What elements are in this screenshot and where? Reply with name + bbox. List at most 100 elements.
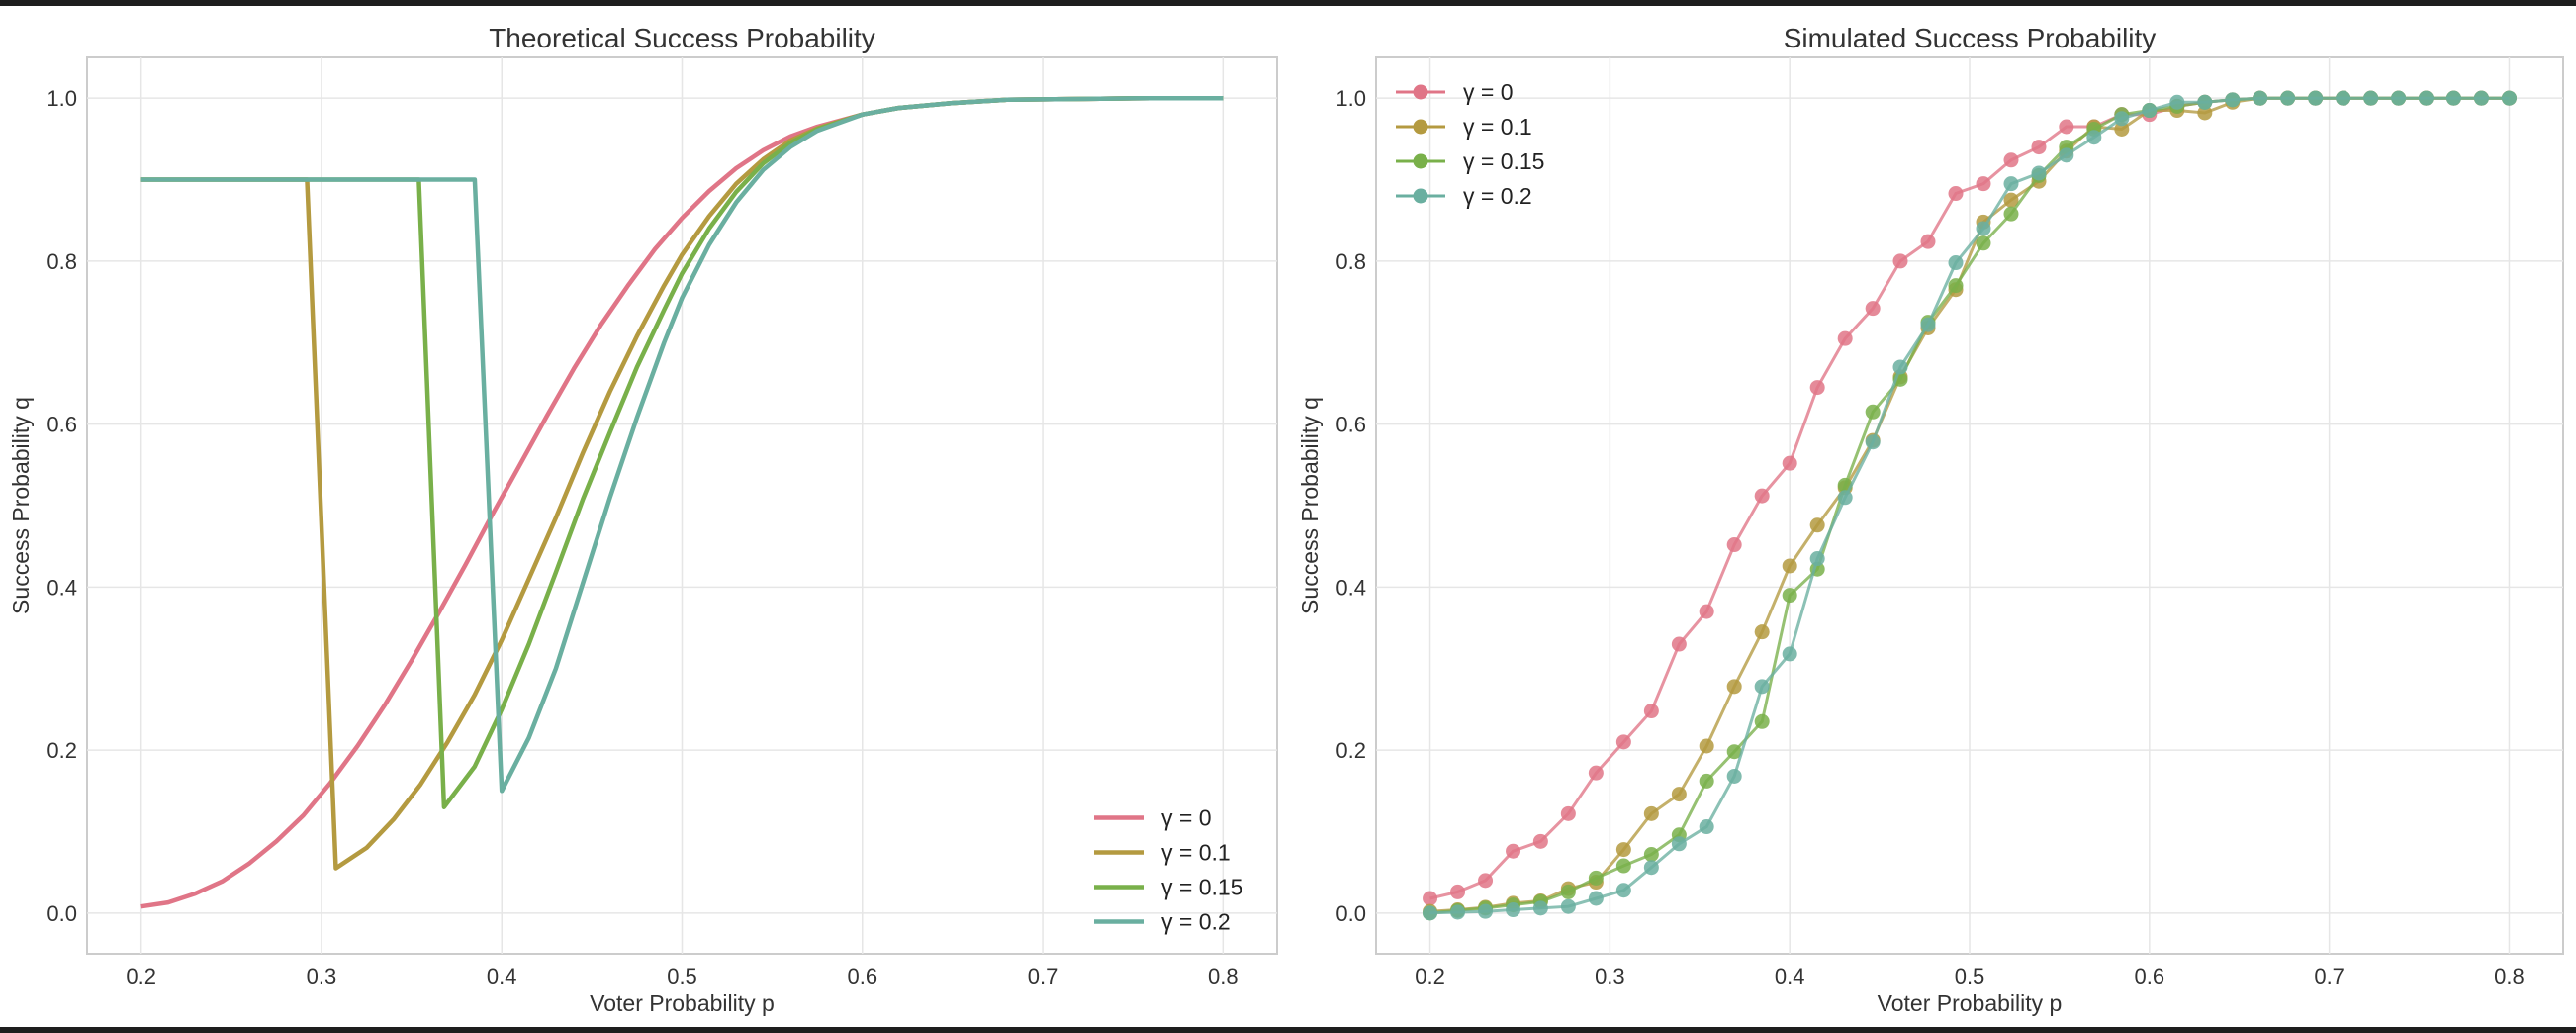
x-tick-label: 0.6: [847, 964, 877, 988]
data-point: [1615, 734, 1631, 750]
y-tick-label: 0.4: [46, 575, 77, 600]
data-point: [1948, 255, 1964, 271]
x-tick-label: 0.7: [1028, 964, 1058, 988]
series-3: [140, 95, 1224, 794]
data-point: [1837, 490, 1853, 506]
data-point: [1976, 221, 1991, 236]
data-point: [1643, 704, 1659, 719]
data-point: [1976, 235, 1991, 251]
data-point: [2363, 90, 2379, 106]
data-point: [1920, 317, 1936, 332]
simulated-chart: 0.2 0.3 0.4 0.5 0.6 0.7 0.8 0.0 0.2 0.4 0.6 0.8 1.0…: [1297, 23, 2564, 1016]
legend-marker: [1413, 188, 1428, 204]
data-point: [1643, 860, 1659, 876]
data-point: [1726, 768, 1742, 784]
x-tick-label: 0.7: [2314, 964, 2345, 988]
data-point: [1865, 301, 1881, 317]
data-point: [1809, 551, 1825, 567]
data-point: [1671, 636, 1687, 652]
legend: γ = 0 γ = 0.1 γ = 0.15 γ = 0.2: [1094, 805, 1242, 935]
legend-item: γ = 0.1: [1396, 114, 1532, 140]
data-point: [1782, 588, 1797, 604]
chart-title: Theoretical Success Probability: [489, 23, 875, 53]
data-point: [2225, 92, 2241, 108]
data-point: [1699, 738, 1714, 754]
y-axis-label: Success Probability q: [8, 397, 34, 614]
data-point: [1588, 870, 1604, 886]
data-point: [1837, 330, 1853, 346]
legend-label: γ = 0.1: [1463, 114, 1532, 140]
data-point: [1699, 773, 1714, 789]
data-point: [2142, 103, 2158, 119]
series-line: [1429, 96, 2510, 915]
legend-item: γ = 0.1: [1094, 840, 1231, 866]
y-axis-label: Success Probability q: [1297, 397, 1323, 614]
data-point: [2169, 94, 2185, 110]
x-tick-labels: 0.2 0.3 0.4 0.5 0.6 0.7 0.8: [126, 964, 1238, 988]
figure-svg: 0.2 0.3 0.4 0.5 0.6 0.7 0.8 0.0 0.2 0.4 0.6 0.8 1.0…: [8, 23, 2564, 1016]
data-point: [1865, 404, 1881, 420]
x-tick-label: 0.5: [667, 964, 697, 988]
y-tick-label: 0.6: [46, 413, 77, 437]
series-line: [140, 95, 1224, 794]
x-tick-label: 0.2: [1415, 964, 1445, 988]
data-point: [1754, 488, 1770, 504]
data-point: [2280, 90, 2296, 106]
data-point: [2003, 206, 2019, 222]
data-point: [1754, 679, 1770, 695]
data-point: [1920, 234, 1936, 249]
data-point: [2086, 130, 2102, 145]
legend-marker: [1413, 119, 1428, 135]
data-point: [1671, 787, 1687, 802]
y-tick-label: 0.8: [1335, 249, 1366, 274]
data-point: [1809, 517, 1825, 533]
gridlines: [87, 57, 1277, 954]
y-tick-label: 0.0: [1335, 901, 1366, 926]
data-point: [1754, 624, 1770, 640]
figure: 0.2 0.3 0.4 0.5 0.6 0.7 0.8 0.0 0.2 0.4 0.6 0.8 1.0…: [0, 6, 2576, 1027]
legend: γ = 0 γ = 0.1 γ = 0.15 γ = 0.2: [1396, 79, 1544, 209]
data-point: [1588, 891, 1604, 906]
data-point: [1671, 836, 1687, 852]
x-axis-label: Voter Probability p: [590, 990, 775, 1016]
x-axis-label: Voter Probability p: [1878, 990, 2063, 1016]
data-point: [2336, 90, 2351, 106]
y-tick-labels: 0.0 0.2 0.4 0.6 0.8 1.0: [1335, 86, 1366, 926]
data-point: [1560, 805, 1576, 821]
data-point: [2031, 140, 2047, 155]
data-point: [1865, 434, 1881, 450]
data-point: [2445, 90, 2461, 106]
data-point: [1506, 843, 1521, 859]
series-3: [1423, 90, 2517, 921]
legend-label: γ = 0.2: [1161, 909, 1231, 935]
legend-label: γ = 0: [1161, 805, 1212, 831]
data-point: [1643, 805, 1659, 821]
data-point: [1699, 819, 1714, 835]
y-tick-label: 1.0: [46, 86, 77, 111]
x-tick-label: 0.8: [1208, 964, 1239, 988]
data-point: [1809, 380, 1825, 396]
legend-item: γ = 0: [1094, 805, 1212, 831]
data-point: [2308, 90, 2324, 106]
legend-item: γ = 0.15: [1094, 875, 1242, 900]
data-point: [2391, 90, 2407, 106]
data-point: [1782, 455, 1797, 471]
y-tick-label: 1.0: [1335, 86, 1366, 111]
data-point: [2059, 147, 2074, 163]
data-point: [2031, 165, 2047, 181]
chart-title: Simulated Success Probability: [1784, 23, 2157, 53]
legend-label: γ = 0.15: [1463, 148, 1544, 174]
legend-item: γ = 0: [1396, 79, 1514, 105]
data-point: [2003, 152, 2019, 168]
data-point: [1892, 253, 1908, 269]
data-point: [1699, 604, 1714, 619]
data-point: [1450, 904, 1466, 920]
data-point: [1615, 858, 1631, 874]
data-point: [2114, 111, 2130, 127]
y-tick-labels: 0.0 0.2 0.4 0.6 0.8 1.0: [46, 86, 77, 926]
data-point: [1726, 679, 1742, 695]
data-point: [1892, 359, 1908, 375]
data-point: [1782, 646, 1797, 662]
legend-item: γ = 0.2: [1396, 183, 1532, 209]
data-point: [1532, 900, 1548, 916]
